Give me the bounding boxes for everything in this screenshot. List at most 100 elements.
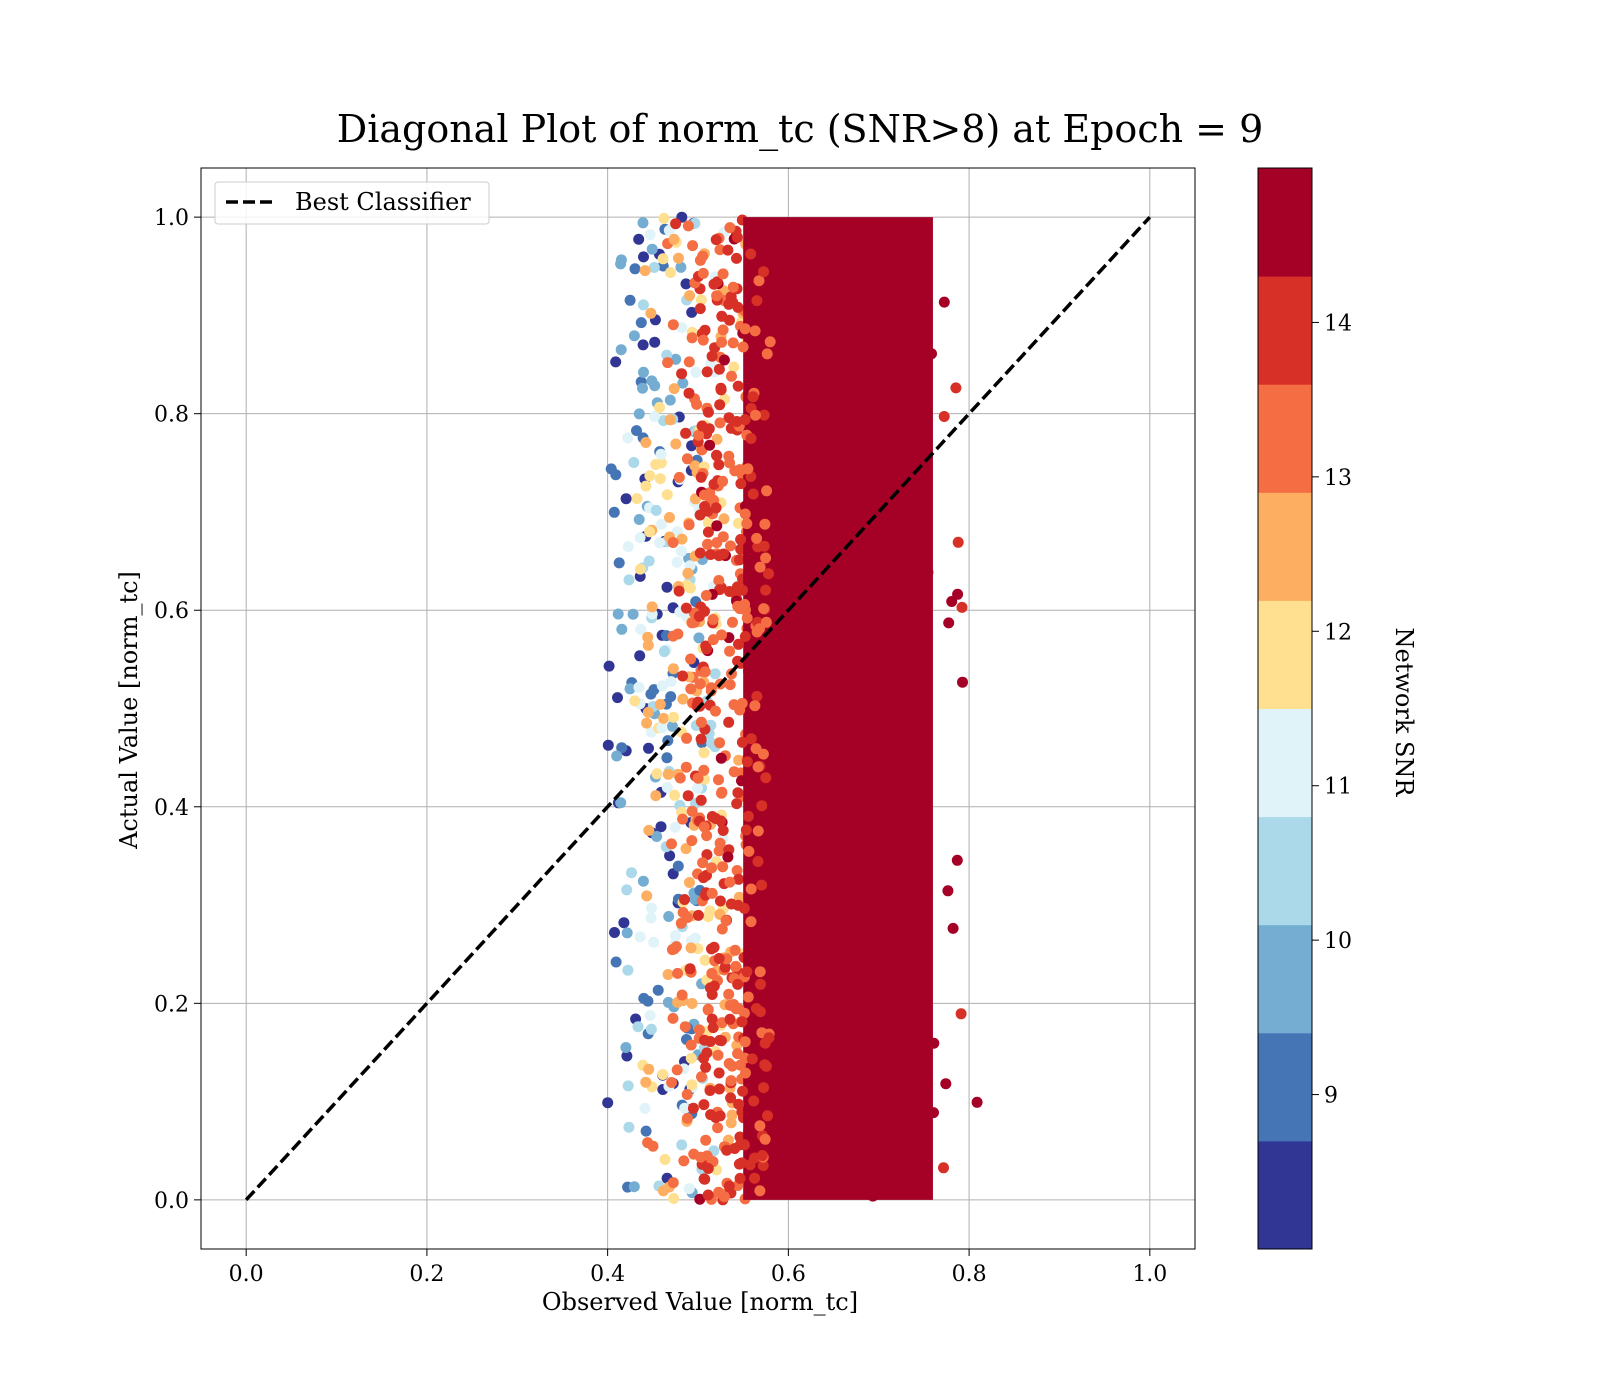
scatter-point [754,966,766,978]
scatter-point [700,1061,712,1073]
scatter-point [684,290,696,302]
scatter-point [938,296,950,308]
scatter-point [656,722,668,734]
scatter-point [704,982,716,994]
scatter-point [758,603,770,615]
scatter-point [697,872,709,884]
scatter-point [662,969,674,980]
scatter-point [742,810,754,822]
scatter-point [667,319,679,331]
scatter-point [956,601,968,613]
colorbar-segment [1258,816,1312,926]
scatter-point [654,537,666,549]
scatter-point [681,732,693,744]
scatter-point [682,567,694,579]
scatter-point [741,518,753,530]
scatter-point [761,348,773,360]
scatter-point [719,961,731,973]
scatter-point [957,676,968,688]
scatter-point [761,485,773,497]
scatter-point [712,1122,724,1134]
scatter-point [685,1039,697,1051]
scatter-point [662,768,674,780]
scatter-point [690,366,702,378]
scatter-point [700,590,712,601]
scatter-point [628,330,640,342]
scatter-point [733,517,744,529]
scatter-point [648,936,660,948]
scatter-point [629,263,641,275]
scatter-point [695,794,707,806]
scatter-point [686,332,698,344]
scatter-point [733,873,745,885]
scatter-point [731,252,742,264]
scatter-point [642,631,654,643]
scatter-point [739,631,751,642]
scatter-point [635,317,647,329]
scatter-point [738,1139,750,1151]
scatter-point [693,610,705,622]
scatter-point [686,617,698,629]
scatter-point [674,772,686,784]
scatter-point [685,653,697,665]
scatter-point [759,518,771,530]
scatter-point [712,1049,724,1061]
scatter-point [693,429,704,441]
scatter-point [745,433,757,444]
colorbar-segment [1258,492,1312,601]
scatter-point [676,322,688,334]
colorbar-segments [1258,168,1312,1250]
scatter-point [650,459,662,470]
scatter-point [754,623,765,635]
scatter-point [676,533,688,545]
scatter-point [759,1037,771,1049]
colorbar-tick-label: 9 [1324,1084,1338,1109]
scatter-point [628,457,640,468]
scatter-point [763,568,774,580]
scatter-point [727,337,739,349]
scatter-point [739,414,751,426]
scatter-point [626,867,637,879]
scatter-point [714,895,726,907]
scatter-point [694,303,706,315]
scatter-point [951,854,963,866]
scatter-point [668,711,679,723]
scatter-point [755,978,766,990]
scatter-point [749,1172,761,1184]
scatter-point [658,212,670,224]
scatter-point [702,538,713,550]
scatter-point [711,433,723,445]
scatter-point [764,336,776,348]
scatter-point [742,991,754,1003]
scatter-point [657,1185,669,1197]
scatter-point [745,916,757,928]
scatter-point [724,222,736,234]
scatter-point [666,838,677,850]
scatter-point [707,614,719,625]
scatter-point [757,748,769,760]
scatter-point [633,514,645,525]
colorbar-frame [1257,167,1313,1250]
scatter-point [652,984,664,996]
scatter-point [611,750,623,762]
scatter-point [641,890,653,902]
scatter-point [746,1053,758,1065]
scatter-point [664,414,676,426]
scatter-point [634,931,646,943]
scatter-point [642,706,654,718]
scatter-point [628,1181,640,1193]
scatter-point [697,267,709,279]
colorbar-label: Network SNR [1390,628,1418,798]
scatter-point [714,737,726,749]
scatter-point [715,382,727,394]
scatter-point [697,857,709,869]
scatter-point [713,953,725,964]
scatter-point [704,439,716,451]
colorbar-ticks: 9 10 11 12 13 14 [1312,311,1352,1109]
scatter-point [669,930,681,942]
scatter-point [950,382,962,394]
colorbar-tick-label: 14 [1324,311,1352,336]
scatter-point [731,231,743,243]
scatter-point [734,1172,746,1184]
